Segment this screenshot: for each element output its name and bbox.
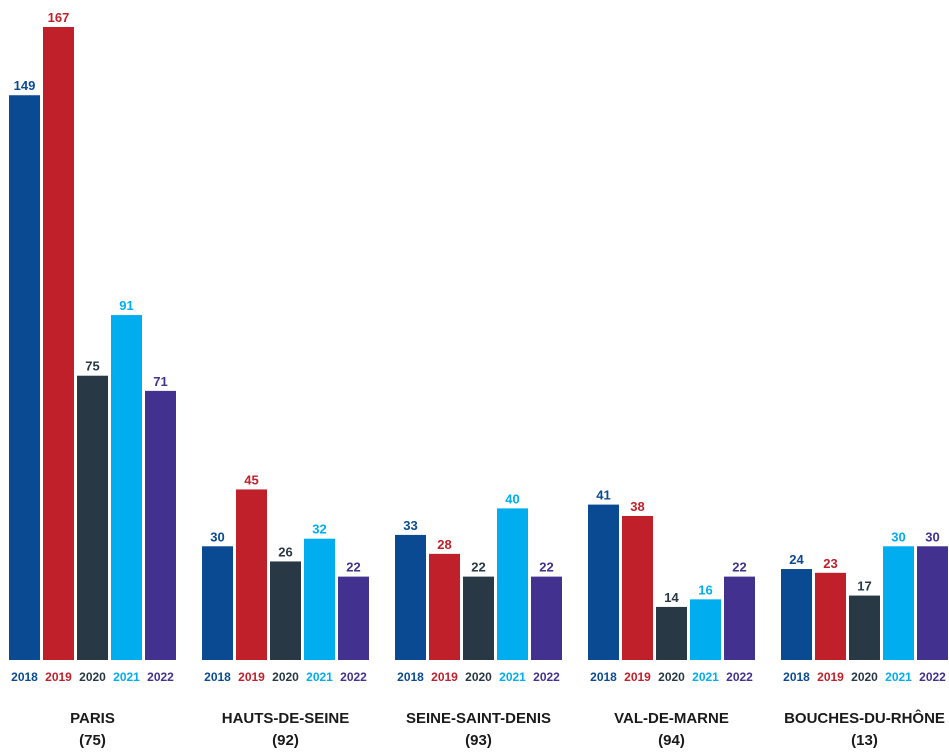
group-label-paris: PARIS	[70, 710, 115, 727]
bar-val-de-marne-2019	[622, 515, 653, 660]
bar-bouches-du-rh-ne-2022	[917, 546, 948, 660]
data-label-bouches-du-rh-ne-2018: 24	[789, 552, 804, 567]
data-label-val-de-marne-2018: 41	[596, 488, 610, 503]
bar-bouches-du-rh-ne-2019	[815, 572, 846, 660]
year-tick-paris-2019: 2019	[45, 670, 72, 684]
data-label-paris-2020: 75	[85, 359, 99, 374]
bar-paris-2019	[43, 27, 74, 660]
group-code-bouches-du-rh-ne: (13)	[851, 732, 878, 749]
group-label-hauts-de-seine: HAUTS-DE-SEINE	[222, 710, 350, 727]
bar-paris-2021	[111, 315, 142, 660]
bar-bouches-du-rh-ne-2021	[883, 546, 914, 660]
group-code-seine-saint-denis: (93)	[465, 732, 492, 749]
bar-bouches-du-rh-ne-2020	[849, 595, 880, 660]
bar-val-de-marne-2018	[588, 504, 619, 660]
year-tick-hauts-de-seine-2020: 2020	[272, 670, 299, 684]
bar-seine-saint-denis-2018	[395, 534, 426, 660]
year-tick-paris-2022: 2022	[147, 670, 174, 684]
group-label-bouches-du-rh-ne: BOUCHES-DU-RHÔNE	[784, 709, 945, 727]
year-tick-val-de-marne-2020: 2020	[658, 670, 685, 684]
data-label-seine-saint-denis-2020: 22	[471, 560, 485, 575]
data-label-paris-2022: 71	[153, 374, 167, 389]
group-code-paris: (75)	[79, 732, 106, 749]
year-tick-paris-2018: 2018	[11, 670, 38, 684]
bar-val-de-marne-2022	[724, 576, 755, 660]
bar-bouches-du-rh-ne-2018	[781, 569, 812, 660]
year-tick-val-de-marne-2019: 2019	[624, 670, 651, 684]
data-label-val-de-marne-2022: 22	[732, 560, 746, 575]
year-tick-hauts-de-seine-2021: 2021	[306, 670, 333, 684]
data-label-seine-saint-denis-2022: 22	[539, 560, 553, 575]
year-tick-seine-saint-denis-2021: 2021	[499, 670, 526, 684]
data-label-hauts-de-seine-2019: 45	[244, 472, 258, 487]
data-label-hauts-de-seine-2021: 32	[312, 522, 326, 537]
bar-seine-saint-denis-2020	[463, 576, 494, 660]
data-label-hauts-de-seine-2020: 26	[278, 544, 292, 559]
data-label-val-de-marne-2019: 38	[630, 499, 644, 514]
year-tick-paris-2020: 2020	[79, 670, 106, 684]
year-tick-bouches-du-rh-ne-2019: 2019	[817, 670, 844, 684]
data-label-paris-2019: 167	[48, 10, 70, 25]
data-label-bouches-du-rh-ne-2019: 23	[823, 556, 837, 571]
year-tick-hauts-de-seine-2019: 2019	[238, 670, 265, 684]
year-tick-val-de-marne-2018: 2018	[590, 670, 617, 684]
data-label-paris-2021: 91	[119, 298, 133, 313]
bar-hauts-de-seine-2020	[270, 561, 301, 660]
data-label-val-de-marne-2021: 16	[698, 582, 712, 597]
year-tick-hauts-de-seine-2018: 2018	[204, 670, 231, 684]
data-label-hauts-de-seine-2018: 30	[210, 529, 224, 544]
group-label-val-de-marne: VAL-DE-MARNE	[614, 710, 729, 727]
year-tick-seine-saint-denis-2022: 2022	[533, 670, 560, 684]
data-label-bouches-du-rh-ne-2020: 17	[857, 579, 871, 594]
group-code-hauts-de-seine: (92)	[272, 732, 299, 749]
bar-hauts-de-seine-2022	[338, 576, 369, 660]
data-label-val-de-marne-2020: 14	[664, 590, 679, 605]
year-tick-bouches-du-rh-ne-2020: 2020	[851, 670, 878, 684]
bar-hauts-de-seine-2019	[236, 489, 267, 660]
bar-seine-saint-denis-2021	[497, 508, 528, 660]
group-code-val-de-marne: (94)	[658, 732, 685, 749]
bar-hauts-de-seine-2021	[304, 538, 335, 660]
data-label-bouches-du-rh-ne-2022: 30	[925, 529, 939, 544]
data-label-hauts-de-seine-2022: 22	[346, 560, 360, 575]
year-tick-bouches-du-rh-ne-2022: 2022	[919, 670, 946, 684]
bar-paris-2022	[145, 390, 176, 660]
year-tick-seine-saint-denis-2020: 2020	[465, 670, 492, 684]
year-tick-val-de-marne-2022: 2022	[726, 670, 753, 684]
bar-seine-saint-denis-2022	[531, 576, 562, 660]
bar-val-de-marne-2021	[690, 599, 721, 660]
year-tick-bouches-du-rh-ne-2018: 2018	[783, 670, 810, 684]
year-tick-paris-2021: 2021	[113, 670, 140, 684]
data-label-seine-saint-denis-2018: 33	[403, 518, 417, 533]
bar-paris-2020	[77, 375, 108, 660]
year-tick-bouches-du-rh-ne-2021: 2021	[885, 670, 912, 684]
data-label-bouches-du-rh-ne-2021: 30	[891, 529, 905, 544]
data-label-seine-saint-denis-2019: 28	[437, 537, 451, 552]
data-label-seine-saint-denis-2021: 40	[505, 491, 519, 506]
bar-paris-2018	[9, 95, 40, 661]
data-label-paris-2018: 149	[14, 78, 36, 93]
year-tick-seine-saint-denis-2018: 2018	[397, 670, 424, 684]
year-tick-seine-saint-denis-2019: 2019	[431, 670, 458, 684]
bar-seine-saint-denis-2019	[429, 553, 460, 660]
group-label-seine-saint-denis: SEINE-SAINT-DENIS	[406, 710, 551, 727]
bar-hauts-de-seine-2018	[202, 546, 233, 660]
bar-val-de-marne-2020	[656, 606, 687, 660]
year-tick-hauts-de-seine-2022: 2022	[340, 670, 367, 684]
year-tick-val-de-marne-2021: 2021	[692, 670, 719, 684]
